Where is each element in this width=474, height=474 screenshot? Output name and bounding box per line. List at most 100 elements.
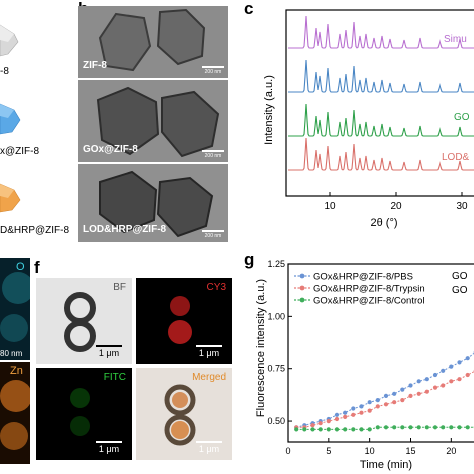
data-point (400, 398, 405, 403)
cy3-signal (168, 296, 192, 344)
fluo-tile-cy3: CY3 1 μm (136, 278, 232, 364)
data-point (449, 425, 454, 430)
data-point (375, 425, 380, 430)
chart-xlabel: Time (min) (360, 459, 412, 471)
x-tick-label: 0 (285, 446, 290, 456)
panel-a-label-0: -8 (0, 66, 9, 77)
eds-label-o: O (16, 261, 25, 273)
y-tick-label: 1.00 (267, 311, 285, 321)
y-tick-label: 0.75 (267, 364, 285, 374)
data-point (310, 423, 315, 428)
scale-bar: 200 nm (202, 150, 224, 159)
scale-bar: 1 μm (96, 441, 122, 454)
data-point (383, 402, 389, 407)
chart-ylabel: Fluorescence intensity (a.u.) (255, 279, 267, 417)
xrd-pattern-line (288, 59, 474, 93)
legend-label: GOx&HRP@ZIF-8/Control (313, 296, 425, 307)
data-point (424, 389, 429, 394)
tem-caption: GOx@ZIF-8 (83, 144, 138, 155)
scale-bar: 200 nm (202, 66, 224, 75)
xrd-series-label: Simu (444, 34, 467, 45)
xrd-xlabel: 2θ (°) (370, 217, 397, 229)
data-point (383, 393, 389, 398)
xrd-pattern-line (288, 103, 474, 137)
data-point (416, 391, 421, 396)
x-tick-label: 20 (446, 446, 456, 456)
data-point (367, 400, 372, 405)
tem-caption: ZIF-8 (83, 60, 107, 71)
panel-a: -8 x@ZIF-8 D&HRP@ZIF-8 (0, 0, 74, 240)
data-point (408, 383, 413, 388)
tem-particles (78, 164, 228, 242)
x-axis-ticks: 0 5 10 15 20 (285, 438, 456, 456)
data-point (294, 427, 299, 432)
panel-c-label: c (244, 0, 254, 18)
legend-label: GOx&HRP@ZIF-8/PBS (313, 272, 413, 283)
data-point (375, 398, 380, 403)
scale-bar: 1 μm (96, 345, 122, 358)
data-point (465, 372, 470, 378)
series-group (294, 350, 474, 432)
scale-bar: 1 μm (196, 441, 222, 454)
data-point (392, 391, 397, 396)
legend-label: GOx&HRP@ZIF-8/Trypsin (313, 284, 425, 295)
panel-f-label: f (34, 258, 40, 277)
fluo-label-bf: BF (113, 282, 126, 293)
data-point (424, 377, 429, 382)
data-point (318, 421, 323, 426)
merged-signal (164, 384, 196, 446)
series-line (296, 352, 474, 428)
legend-partial: GO (452, 271, 468, 282)
y-tick-label: 1.25 (267, 259, 285, 269)
legend-partial: GO (452, 285, 468, 296)
data-point (457, 425, 462, 430)
data-point (408, 425, 413, 430)
data-point (334, 427, 340, 432)
data-point (432, 385, 438, 390)
data-point (367, 408, 372, 413)
fluo-tile-fitc: FITC 1 μm (36, 368, 132, 460)
data-point (424, 425, 429, 430)
data-point (302, 427, 307, 432)
eds-map-zn: Zn (0, 362, 30, 464)
xrd-plot-frame (285, 9, 474, 197)
eds-dots (0, 272, 30, 342)
fluorescence-chart: Fluorescence intensity (a.u.) 0.50 0.75 1.… (255, 259, 474, 471)
legend: GOx&HRP@ZIF-8/PBSGOx&HRP@ZIF-8/TrypsinGO… (294, 272, 425, 307)
x-tick-label: 15 (405, 446, 415, 456)
data-point (408, 393, 413, 398)
scale-bar: 200 nm (202, 230, 224, 239)
data-point (326, 427, 331, 432)
data-point (359, 404, 364, 409)
data-point (441, 383, 446, 388)
data-point (343, 427, 348, 432)
gox-zif8-crystal-icon (0, 103, 21, 135)
xrd-chart: Intensity (a.u.) 10 20 30 2θ (°) Simu GO… (263, 9, 474, 229)
xrd-ylabel: Intensity (a.u.) (263, 75, 275, 145)
fitc-signal (70, 388, 90, 436)
eds-map-o: O 80 nm (0, 258, 30, 360)
eds-dots (0, 380, 30, 450)
panel-g-label: g (244, 250, 255, 269)
tem-caption: LOD&HRP@ZIF-8 (83, 224, 167, 235)
data-point (359, 427, 364, 432)
data-point (416, 379, 421, 384)
xrd-pattern-line (288, 15, 474, 49)
panel-a-label-1: x@ZIF-8 (0, 146, 40, 157)
fluo-label-merged: Merged (192, 372, 226, 383)
data-point (400, 387, 405, 392)
data-point (351, 412, 356, 417)
x-tick-label: 10 (365, 446, 375, 456)
scale-bar: 1 μm (196, 345, 222, 358)
data-point (367, 427, 372, 432)
zif8-crystal-icon (0, 24, 19, 57)
data-point (465, 356, 470, 361)
xrd-xtick: 10 (324, 201, 336, 212)
data-point (359, 410, 364, 415)
data-point (441, 368, 446, 373)
data-point (343, 410, 348, 415)
eds-scale-o: 80 nm (0, 349, 23, 358)
lod-hrp-zif8-crystal-icon (0, 183, 21, 213)
data-point (310, 427, 315, 432)
data-point (326, 419, 331, 424)
